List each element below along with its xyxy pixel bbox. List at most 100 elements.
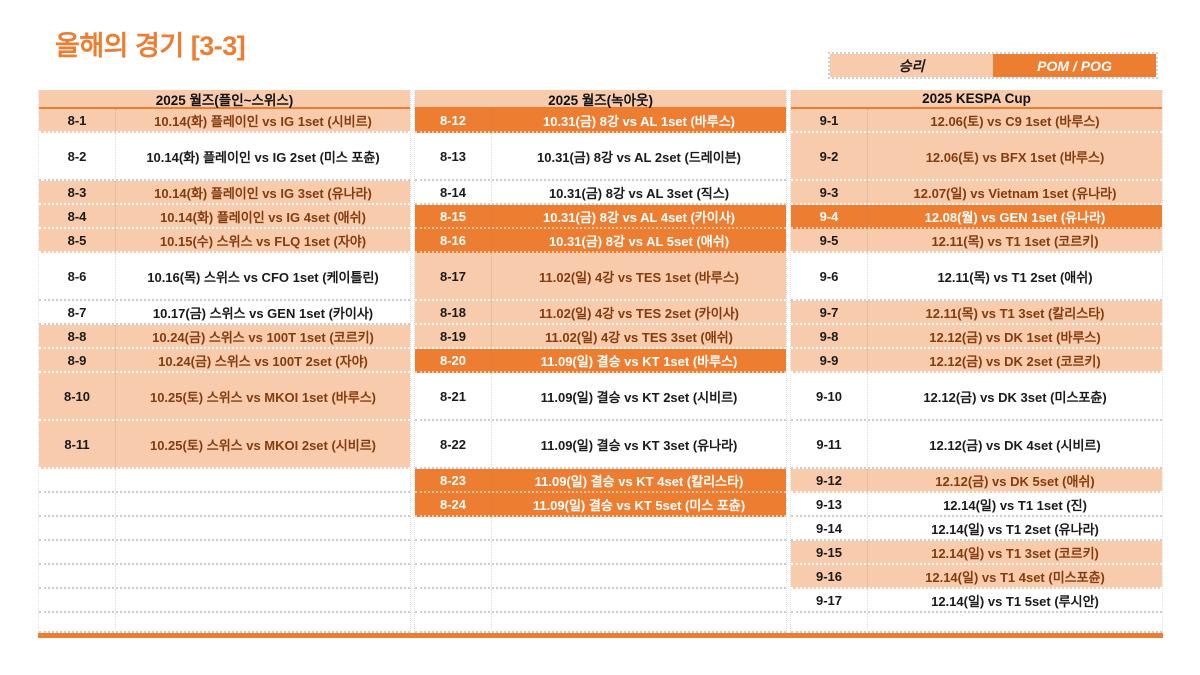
- match-description: 10.15(수) 스위스 vs FLQ 1set (자야): [159, 233, 367, 249]
- empty-row: [39, 613, 410, 633]
- empty-id-cell: [415, 541, 492, 563]
- match-description: 12.14(일) vs T1 3set (코르키): [931, 545, 1099, 561]
- empty-id-cell: [39, 613, 116, 631]
- match-description: 10.25(토) 스위스 vs MKOI 1set (바루스): [149, 389, 377, 405]
- match-row: 9-16 12.14(일) vs T1 4set (미스포츈): [791, 565, 1162, 589]
- legend-pom-pog-swatch: POM / POG: [993, 54, 1156, 77]
- match-description: 11.09(일) 결승 vs KT 4set (칼리스타): [534, 473, 744, 489]
- empty-id-cell: [415, 565, 492, 587]
- match-description: 11.02(일) 4강 vs TES 2set (카이사): [539, 305, 739, 321]
- column-header: 2025 월즈(플인~스위스): [39, 90, 410, 109]
- empty-row: [791, 613, 1162, 633]
- empty-row: [39, 541, 410, 565]
- match-description: 12.12(금) vs DK 3set (미스포츈): [923, 389, 1107, 405]
- empty-desc-cell: [492, 613, 786, 631]
- schedule-column: 2025 월즈(녹아웃) 8-12 10.31(금) 8강 vs AL 1set (…: [414, 90, 787, 633]
- match-description: 10.17(금) 스위스 vs GEN 1set (카이사): [152, 305, 374, 321]
- match-id: 8-16: [415, 229, 492, 251]
- empty-row: [39, 469, 410, 493]
- match-id: 8-15: [415, 205, 492, 227]
- empty-row: [415, 565, 786, 589]
- empty-desc-cell: [492, 565, 786, 587]
- match-row: 8-20 11.09(일) 결승 vs KT 1set (바루스): [415, 349, 786, 373]
- match-id: 9-9: [791, 349, 868, 371]
- match-row: 9-12 12.12(금) vs DK 5set (애쉬): [791, 469, 1162, 493]
- match-description: 12.06(토) vs C9 1set (바루스): [930, 113, 1100, 129]
- match-description: 10.14(화) 플레이인 vs IG 2set (미스 포츈): [146, 149, 380, 165]
- match-row: 9-9 12.12(금) vs DK 2set (코르키): [791, 349, 1162, 373]
- match-row: 9-5 12.11(목) vs T1 1set (코르키): [791, 229, 1162, 253]
- match-row: 8-24 11.09(일) 결승 vs KT 5set (미스 포츈): [415, 493, 786, 517]
- match-row: 8-3 10.14(화) 플레이인 vs IG 3set (유나라): [39, 181, 410, 205]
- match-row: 8-19 11.02(일) 4강 vs TES 3set (애쉬): [415, 325, 786, 349]
- empty-row: [39, 565, 410, 589]
- empty-desc-cell: [116, 493, 410, 515]
- match-row: 9-6 12.11(목) vs T1 2set (애쉬): [791, 253, 1162, 301]
- match-id: 8-23: [415, 469, 492, 491]
- schedule-column: 2025 월즈(플인~스위스) 8-1 10.14(화) 플레이인 vs IG 1s…: [38, 90, 411, 633]
- match-row: 9-4 12.08(월) vs GEN 1set (유나라): [791, 205, 1162, 229]
- empty-id-cell: [39, 493, 116, 515]
- match-id: 9-17: [791, 589, 868, 611]
- match-id: 8-24: [415, 493, 492, 515]
- match-description: 12.14(일) vs T1 5set (루시안): [931, 593, 1099, 609]
- empty-id-cell: [415, 517, 492, 539]
- match-description: 10.31(금) 8강 vs AL 5set (애쉬): [548, 233, 730, 249]
- column-header: 2025 월즈(녹아웃): [415, 90, 786, 109]
- match-description: 11.09(일) 결승 vs KT 5set (미스 포츈): [532, 497, 746, 513]
- match-row: 8-2 10.14(화) 플레이인 vs IG 2set (미스 포츈): [39, 133, 410, 181]
- match-row: 9-3 12.07(일) vs Vietnam 1set (유나라): [791, 181, 1162, 205]
- match-description: 10.31(금) 8강 vs AL 1set (바루스): [542, 113, 736, 129]
- empty-desc-cell: [116, 541, 410, 563]
- match-id: 8-8: [39, 325, 116, 347]
- match-description: 10.16(목) 스위스 vs CFO 1set (케이틀린): [147, 269, 379, 285]
- match-id: 8-5: [39, 229, 116, 251]
- match-description: 12.07(일) vs Vietnam 1set (유나라): [913, 185, 1117, 201]
- match-description: 11.02(일) 4강 vs TES 3set (애쉬): [544, 329, 734, 345]
- match-id: 8-12: [415, 109, 492, 131]
- empty-id-cell: [39, 565, 116, 587]
- match-id: 8-20: [415, 349, 492, 371]
- match-description: 10.31(금) 8강 vs AL 2set (드레이븐): [537, 149, 741, 165]
- match-row: 8-12 10.31(금) 8강 vs AL 1set (바루스): [415, 109, 786, 133]
- match-row: 9-10 12.12(금) vs DK 3set (미스포츈): [791, 373, 1162, 421]
- empty-id-cell: [415, 589, 492, 611]
- match-row: 9-11 12.12(금) vs DK 4set (시비르): [791, 421, 1162, 469]
- empty-desc-cell: [116, 565, 410, 587]
- match-description: 10.31(금) 8강 vs AL 4set (카이사): [542, 209, 736, 225]
- match-description: 12.11(목) vs T1 2set (애쉬): [937, 269, 1093, 285]
- match-row: 8-22 11.09(일) 결승 vs KT 3set (유나라): [415, 421, 786, 469]
- legend-win-swatch: 승리: [830, 54, 993, 77]
- match-row: 8-18 11.02(일) 4강 vs TES 2set (카이사): [415, 301, 786, 325]
- empty-desc-cell: [492, 517, 786, 539]
- match-description: 12.08(월) vs GEN 1set (유나라): [924, 209, 1106, 225]
- match-description: 10.14(화) 플레이인 vs IG 1set (시비르): [154, 113, 372, 129]
- empty-id-cell: [39, 589, 116, 611]
- match-id: 9-15: [791, 541, 868, 563]
- match-description: 11.09(일) 결승 vs KT 1set (바루스): [540, 353, 738, 369]
- match-description: 10.14(화) 플레이인 vs IG 4set (애쉬): [160, 209, 366, 225]
- match-id: 8-17: [415, 253, 492, 299]
- page-title: 올해의 경기 [3-3]: [55, 31, 246, 61]
- empty-desc-cell: [116, 469, 410, 491]
- match-id: 9-6: [791, 253, 868, 299]
- empty-id-cell: [415, 613, 492, 631]
- column-header: 2025 KESPA Cup: [791, 90, 1162, 109]
- match-id: 9-2: [791, 133, 868, 179]
- match-id: 8-7: [39, 301, 116, 323]
- match-schedule-table: 2025 월즈(플인~스위스) 8-1 10.14(화) 플레이인 vs IG 1s…: [38, 90, 1163, 633]
- match-row: 8-17 11.02(일) 4강 vs TES 1set (바루스): [415, 253, 786, 301]
- match-description: 12.12(금) vs DK 5set (애쉬): [935, 473, 1095, 489]
- empty-row: [415, 589, 786, 613]
- match-id: 9-7: [791, 301, 868, 323]
- empty-id-cell: [39, 469, 116, 491]
- match-row: 9-17 12.14(일) vs T1 5set (루시안): [791, 589, 1162, 613]
- match-row: 8-10 10.25(토) 스위스 vs MKOI 1set (바루스): [39, 373, 410, 421]
- empty-id-cell: [791, 613, 868, 631]
- match-description: 12.14(일) vs T1 4set (미스포츈): [925, 569, 1105, 585]
- match-id: 8-4: [39, 205, 116, 227]
- bottom-double-rule: [38, 633, 1163, 638]
- match-id: 9-14: [791, 517, 868, 539]
- match-row: 9-7 12.11(목) vs T1 3set (칼리스타): [791, 301, 1162, 325]
- match-row: 8-15 10.31(금) 8강 vs AL 4set (카이사): [415, 205, 786, 229]
